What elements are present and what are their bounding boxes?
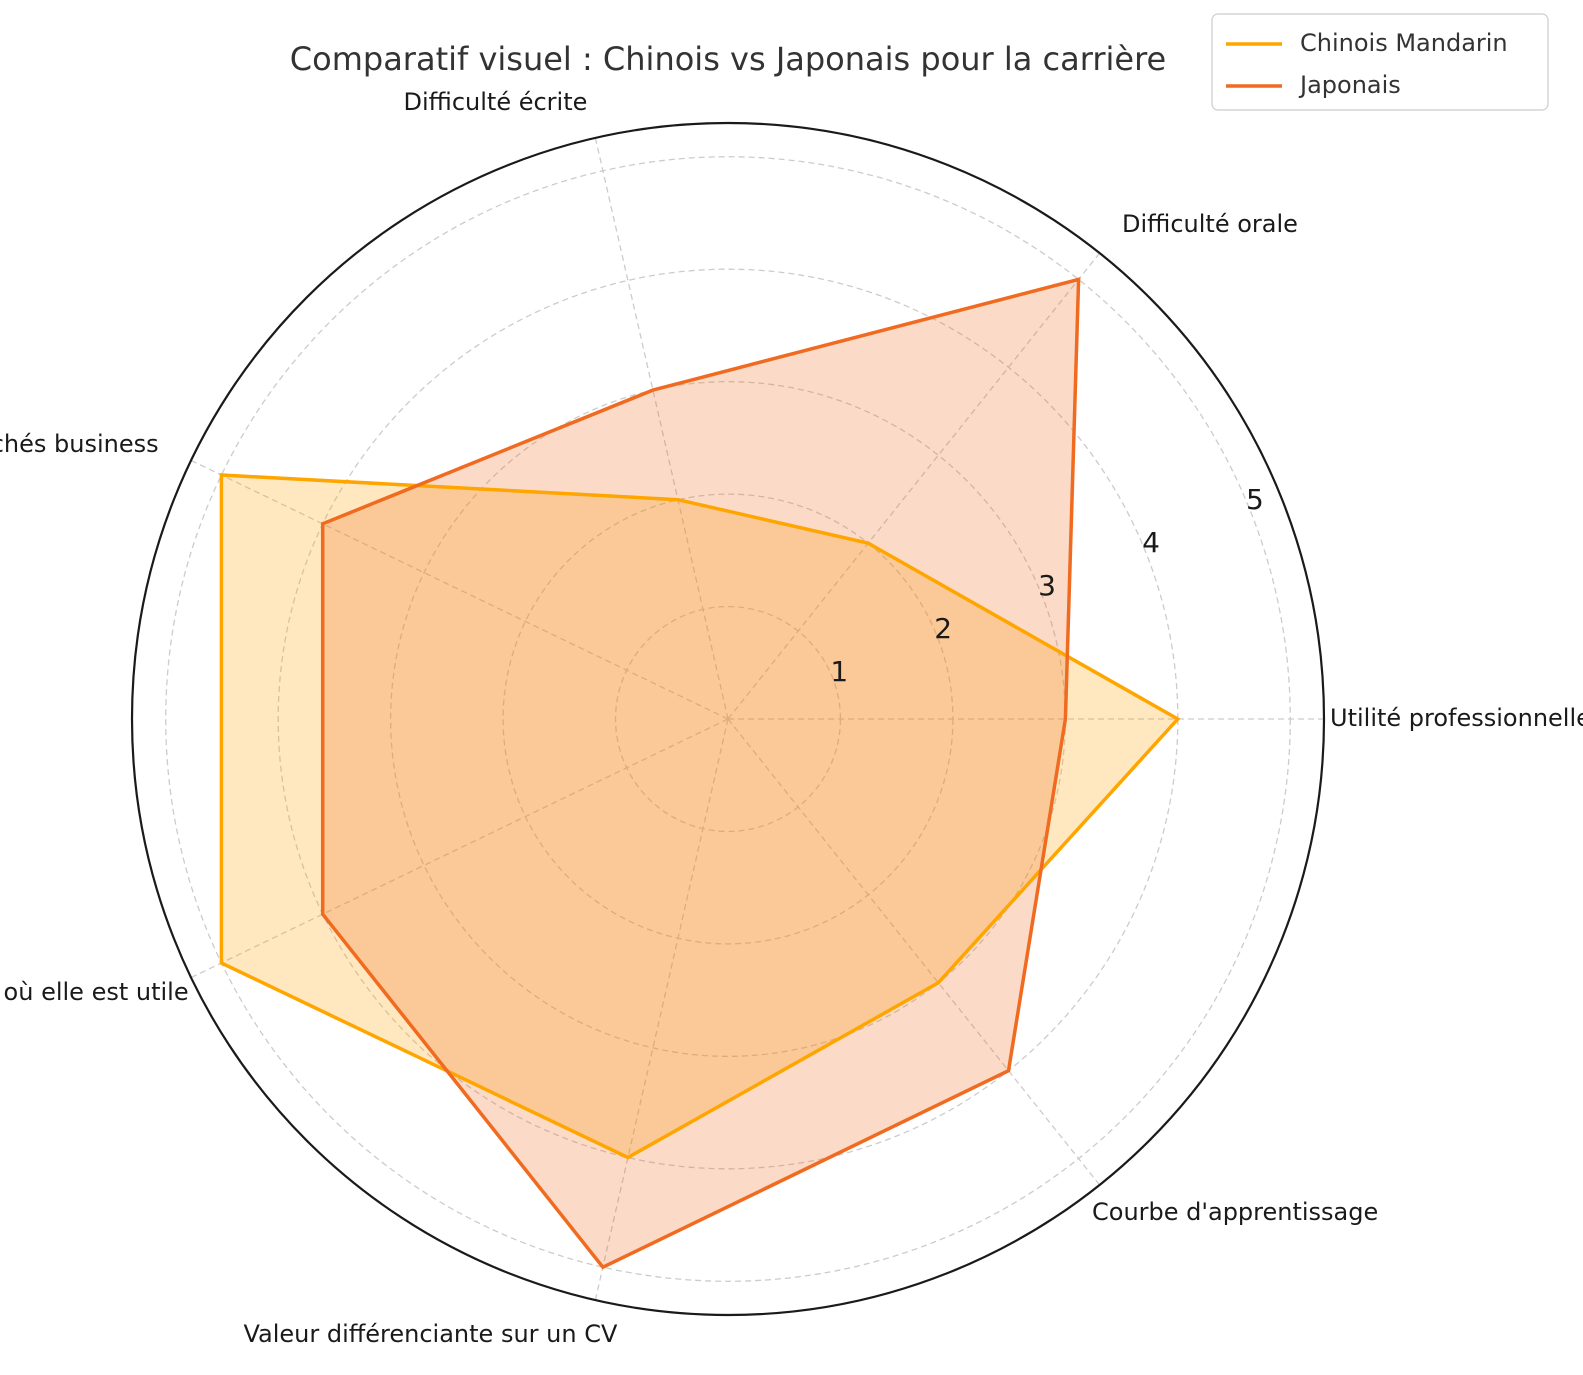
series-line: [219, 473, 1181, 1160]
series-line: [320, 277, 1081, 1270]
axis-label: Valeur différenciante sur un CV: [243, 1320, 618, 1348]
series-layer: [219, 277, 1181, 1270]
axis-label: Utilité professionnelle: [1330, 704, 1583, 732]
chart-title: Comparatif visuel : Chinois vs Japonais …: [290, 40, 1166, 78]
axis-label: Débouchés business: [0, 430, 159, 458]
series-area: [322, 279, 1079, 1268]
polar-frame: [130, 121, 1326, 1317]
radial-tick-label: 2: [934, 612, 952, 645]
radial-tick-label: 3: [1038, 569, 1056, 602]
radial-tick-label: 5: [1246, 483, 1264, 516]
legend-label: Japonais: [1298, 71, 1401, 99]
axis-label: Villes où elle est utile: [0, 978, 189, 1006]
axis-label: Courbe d'apprentissage: [1092, 1198, 1378, 1226]
legend-box: [1211, 13, 1549, 111]
radial-tick-label: 4: [1142, 526, 1160, 559]
axis-labels: Utilité professionnelle Difficulté orale D…: [0, 88, 1583, 1348]
axis-label: Difficulté écrite: [403, 88, 587, 116]
radial-ticks: 1 2 3 4 5: [830, 483, 1263, 688]
axis-label: Difficulté orale: [1122, 210, 1298, 238]
legend-label: Chinois Mandarin: [1300, 29, 1508, 57]
legend: Chinois Mandarin Japonais: [1211, 13, 1549, 111]
series-area: [221, 475, 1178, 1158]
radial-tick-label: 1: [830, 655, 848, 688]
outer-frame: [130, 121, 1326, 1317]
